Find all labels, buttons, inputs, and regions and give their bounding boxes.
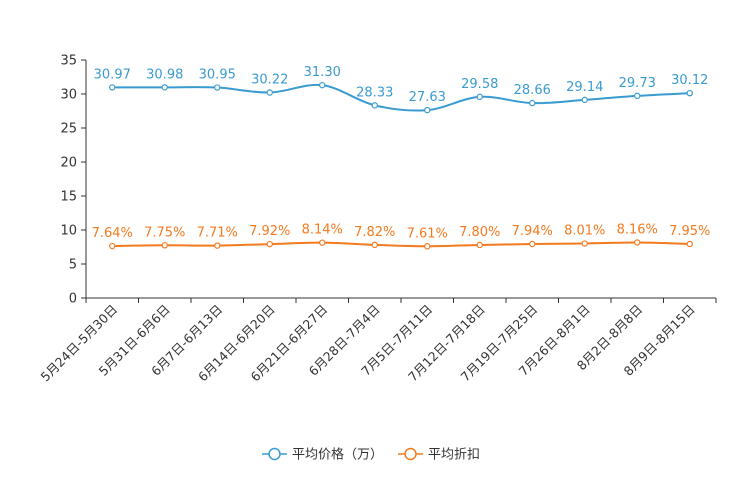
data-label: 7.75%: [144, 225, 185, 240]
data-label: 28.66: [514, 83, 551, 98]
data-point: [266, 89, 273, 96]
series-line: [112, 241, 690, 248]
data-point: [476, 93, 483, 101]
data-label: 30.97: [94, 67, 131, 82]
y-tick-label: 25: [60, 122, 77, 137]
y-tick-label: 35: [60, 54, 77, 69]
y-tick-label: 10: [60, 224, 77, 239]
data-label: 30.12: [671, 73, 708, 88]
series-average-price: 30.97 30.98 30.95 30.22 31.30 28.33 27.63 29.58…: [94, 65, 708, 114]
data-point: [371, 241, 378, 249]
data-label: 30.95: [199, 68, 236, 83]
data-label: 31.30: [304, 65, 341, 80]
data-label: 7.95%: [669, 224, 710, 239]
legend[interactable]: 平均价格（万） 平均折扣: [262, 447, 480, 463]
data-label: 7.82%: [354, 225, 395, 240]
data-point: [109, 84, 116, 91]
data-label: 8.14%: [302, 223, 343, 238]
legend-item-average-price[interactable]: 平均价格（万）: [262, 447, 383, 463]
data-point: [161, 84, 168, 91]
data-label: 7.92%: [249, 224, 290, 239]
legend-label: 平均折扣: [428, 448, 480, 463]
data-point: [319, 239, 326, 246]
data-point: [686, 89, 693, 97]
data-point: [634, 239, 641, 246]
y-tick-label: 0: [69, 292, 77, 307]
data-point: [634, 92, 641, 100]
legend-marker-icon: [404, 447, 417, 461]
data-label: 8.01%: [564, 224, 605, 239]
data-label: 7.94%: [512, 224, 553, 239]
data-label: 29.14: [566, 80, 603, 95]
legend-item-average-discount[interactable]: 平均折扣: [398, 448, 480, 463]
series-average-discount: 7.64% 7.75% 7.71% 7.92% 8.14% 7.82% 7.61% 7.80%…: [92, 223, 710, 250]
data-point: [214, 84, 221, 91]
data-point: [581, 96, 588, 104]
data-point: [529, 99, 536, 107]
data-label: 30.22: [251, 73, 288, 88]
data-label: 27.63: [409, 90, 446, 105]
data-label: 7.64%: [92, 226, 133, 241]
data-point: [319, 81, 326, 89]
data-point: [161, 242, 168, 249]
data-label: 7.71%: [197, 226, 238, 241]
data-label: 29.58: [461, 77, 498, 92]
data-point: [581, 240, 588, 247]
data-label: 7.61%: [407, 226, 448, 241]
y-tick-label: 20: [60, 156, 77, 171]
data-point: [686, 240, 693, 248]
data-label: 8.16%: [617, 223, 658, 238]
data-label: 29.73: [619, 76, 656, 91]
series-layer: 30.97 30.98 30.95 30.22 31.30 28.33 27.63 29.58…: [92, 65, 710, 250]
data-label: 30.98: [146, 67, 183, 82]
data-point: [476, 241, 483, 249]
series-line: [112, 83, 690, 112]
data-point: [424, 106, 431, 114]
data-point: [424, 243, 431, 250]
data-point: [214, 242, 221, 249]
legend-marker-icon: [268, 447, 281, 461]
y-tick-label: 5: [69, 258, 77, 273]
data-point: [371, 102, 378, 109]
data-point: [266, 240, 273, 248]
data-point: [109, 242, 116, 250]
data-point: [529, 240, 536, 248]
data-label: 28.33: [356, 85, 393, 100]
legend-label: 平均价格（万）: [292, 447, 383, 463]
y-tick-label: 30: [60, 88, 77, 103]
data-label: 7.80%: [459, 225, 500, 240]
y-tick-label: 15: [60, 190, 77, 205]
